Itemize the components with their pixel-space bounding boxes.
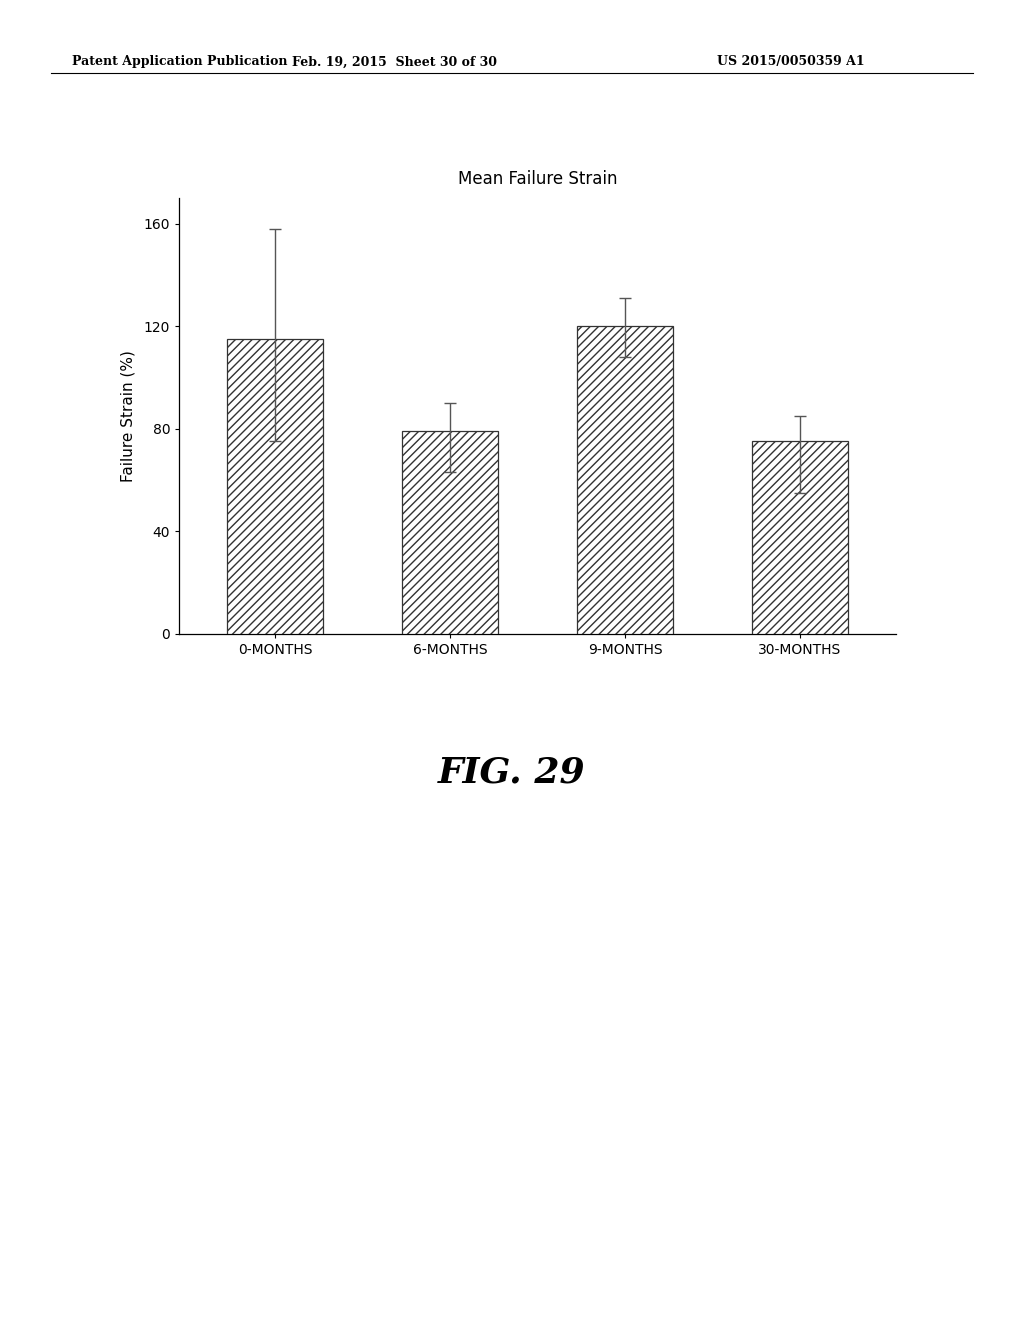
- Text: FIG. 29: FIG. 29: [438, 755, 586, 789]
- Text: Feb. 19, 2015  Sheet 30 of 30: Feb. 19, 2015 Sheet 30 of 30: [292, 55, 497, 69]
- Y-axis label: Failure Strain (%): Failure Strain (%): [121, 350, 135, 482]
- Text: US 2015/0050359 A1: US 2015/0050359 A1: [717, 55, 864, 69]
- Bar: [752, 441, 848, 634]
- Bar: [402, 432, 499, 634]
- Title: Mean Failure Strain: Mean Failure Strain: [458, 170, 617, 189]
- Text: Patent Application Publication: Patent Application Publication: [72, 55, 287, 69]
- Bar: [227, 339, 324, 634]
- Bar: [577, 326, 673, 634]
